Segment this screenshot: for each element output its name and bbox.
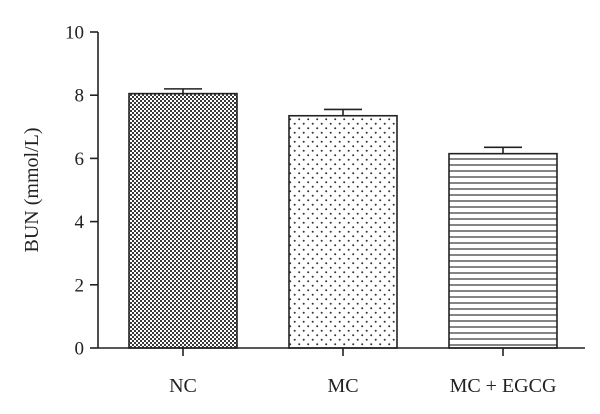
x-category-label: MC + EGCG: [450, 375, 557, 397]
y-tick-label: 4: [75, 212, 85, 233]
y-tick-label: 6: [75, 149, 85, 170]
bars-group: [128, 88, 558, 349]
x-category-label: MC: [327, 375, 358, 397]
y-tick-label: 2: [75, 275, 85, 296]
x-axis: NC MC MC + EGCG: [98, 347, 585, 397]
y-tick-label: 10: [65, 23, 84, 44]
y-tick-label: 8: [75, 86, 85, 107]
y-axis: 0 2 4 6 8 10: [65, 23, 99, 360]
bar-mc-egcg: [448, 152, 558, 349]
bar-nc: [128, 92, 238, 349]
y-tick-label: 0: [75, 339, 85, 360]
y-axis-title: BUN (mmol/L): [21, 128, 43, 253]
x-category-label: NC: [169, 375, 197, 397]
bar-mc: [288, 114, 398, 349]
